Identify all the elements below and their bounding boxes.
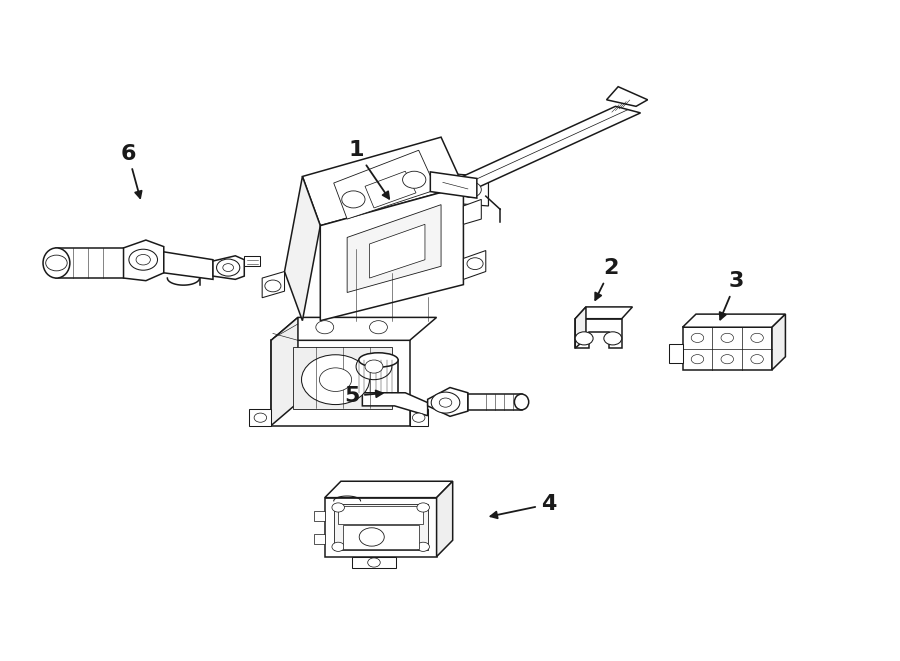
Circle shape (342, 191, 365, 208)
Circle shape (417, 175, 438, 191)
Polygon shape (772, 314, 786, 369)
Polygon shape (428, 387, 468, 416)
Circle shape (129, 249, 158, 270)
Polygon shape (682, 327, 772, 369)
Polygon shape (262, 272, 284, 297)
Polygon shape (669, 344, 682, 364)
Polygon shape (464, 251, 486, 280)
Circle shape (320, 368, 352, 391)
Ellipse shape (515, 394, 528, 410)
Circle shape (439, 398, 452, 407)
Circle shape (402, 171, 426, 188)
Circle shape (332, 503, 345, 512)
Polygon shape (343, 525, 418, 549)
Circle shape (217, 259, 239, 276)
Circle shape (431, 392, 460, 413)
Circle shape (604, 332, 622, 345)
Text: 2: 2 (595, 258, 618, 300)
Polygon shape (302, 137, 464, 225)
Polygon shape (244, 256, 260, 266)
Ellipse shape (359, 353, 398, 368)
Polygon shape (123, 240, 164, 281)
Circle shape (751, 354, 763, 364)
Polygon shape (575, 319, 622, 348)
Polygon shape (213, 256, 244, 280)
Circle shape (691, 333, 704, 342)
Text: 4: 4 (491, 494, 556, 518)
Polygon shape (363, 393, 428, 416)
Polygon shape (436, 481, 453, 557)
Circle shape (332, 542, 345, 551)
Polygon shape (682, 314, 786, 327)
Circle shape (356, 354, 392, 379)
Text: 5: 5 (344, 386, 382, 406)
Polygon shape (325, 481, 453, 498)
Polygon shape (365, 171, 416, 208)
Polygon shape (248, 409, 271, 426)
Circle shape (365, 360, 382, 373)
Polygon shape (325, 498, 436, 557)
Polygon shape (57, 248, 123, 278)
Polygon shape (320, 186, 464, 321)
Polygon shape (314, 534, 325, 543)
Circle shape (316, 321, 334, 334)
Polygon shape (284, 176, 320, 321)
Polygon shape (293, 347, 392, 409)
Polygon shape (410, 409, 427, 426)
Circle shape (368, 558, 380, 567)
Polygon shape (370, 224, 425, 278)
Polygon shape (352, 557, 396, 568)
Circle shape (691, 354, 704, 364)
Circle shape (460, 182, 482, 198)
Circle shape (467, 258, 483, 270)
Polygon shape (164, 252, 213, 280)
Circle shape (370, 321, 387, 334)
Ellipse shape (43, 248, 70, 278)
Circle shape (417, 503, 429, 512)
Text: 6: 6 (121, 143, 141, 198)
Polygon shape (430, 172, 477, 198)
Polygon shape (271, 317, 436, 340)
Circle shape (254, 413, 266, 422)
Polygon shape (575, 307, 586, 348)
Circle shape (302, 355, 370, 405)
Polygon shape (338, 506, 423, 524)
Circle shape (417, 542, 429, 551)
Polygon shape (575, 307, 633, 319)
Polygon shape (607, 87, 648, 106)
Text: 3: 3 (720, 272, 744, 319)
Circle shape (575, 332, 593, 345)
Polygon shape (271, 317, 298, 426)
Polygon shape (334, 504, 427, 550)
Polygon shape (334, 150, 436, 219)
Circle shape (136, 254, 150, 265)
Circle shape (412, 413, 425, 422)
Circle shape (751, 333, 763, 342)
Polygon shape (441, 106, 641, 193)
Polygon shape (464, 200, 482, 224)
Circle shape (223, 264, 233, 272)
Polygon shape (400, 170, 489, 206)
Circle shape (359, 527, 384, 546)
Polygon shape (314, 512, 325, 521)
Polygon shape (468, 394, 522, 410)
Circle shape (721, 333, 734, 342)
Circle shape (721, 354, 734, 364)
Polygon shape (359, 360, 398, 393)
Polygon shape (347, 205, 441, 292)
Polygon shape (271, 340, 410, 426)
Circle shape (265, 280, 281, 292)
Circle shape (46, 255, 68, 271)
Text: 1: 1 (348, 140, 389, 199)
